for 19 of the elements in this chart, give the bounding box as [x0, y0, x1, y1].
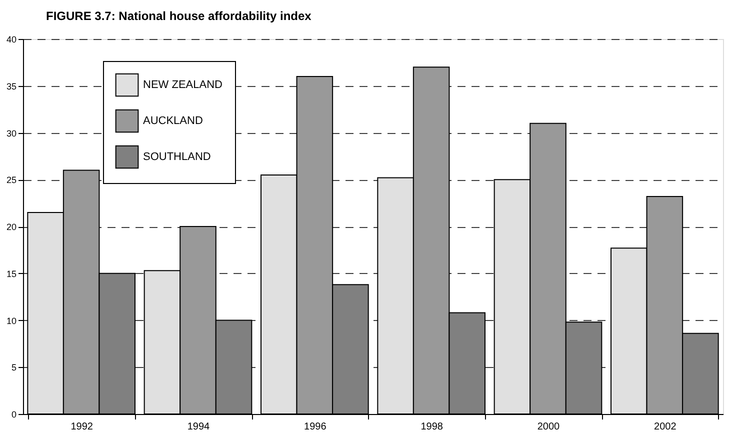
y-tick-label: 35 [6, 81, 16, 92]
legend-label: AUCKLAND [143, 115, 203, 127]
legend-label: NEW ZEALAND [143, 79, 223, 91]
legend-label: SOUTHLAND [143, 151, 211, 163]
y-tick-label: 5 [11, 362, 16, 373]
y-tick-label: 30 [6, 128, 16, 138]
y-tick-label: 15 [6, 268, 16, 279]
x-tick-label: 1992 [70, 422, 94, 432]
x-tick-label: 1998 [420, 422, 444, 432]
x-tick-label: 1996 [304, 422, 327, 432]
chart-title: FIGURE 3.7: National house affordability index [46, 9, 312, 23]
y-tick-label: 40 [6, 34, 16, 44]
y-tick-label: 10 [6, 316, 16, 326]
y-tick-label: 20 [6, 222, 16, 232]
x-tick-label: 1994 [187, 422, 210, 432]
y-tick-label: 25 [6, 175, 16, 186]
x-tick-label: 2002 [654, 422, 677, 432]
x-tick-label: 2000 [537, 422, 560, 432]
y-tick-label: 0 [11, 410, 16, 420]
